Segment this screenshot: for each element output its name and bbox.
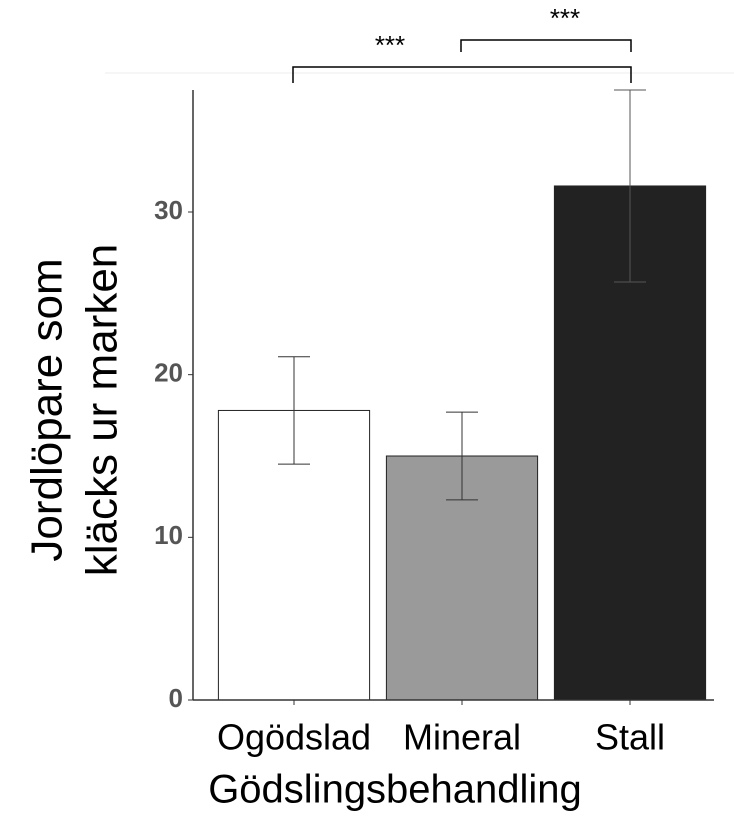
y-tick-label: 10: [154, 520, 183, 550]
significance-label: ***: [550, 3, 580, 33]
x-tick-label: Stall: [595, 717, 665, 758]
x-tick-label: Ogödslad: [217, 717, 371, 758]
y-axis-title: Jordlöpare som: [23, 258, 72, 561]
y-axis-title: kläcks ur marken: [78, 244, 127, 577]
significance-bracket: [292, 66, 632, 83]
significance-label: ***: [375, 30, 405, 60]
y-tick-label: 0: [169, 683, 183, 713]
y-tick-label: 20: [154, 358, 183, 388]
y-tick-label: 30: [154, 195, 183, 225]
x-axis-title: Gödslingsbehandling: [208, 768, 582, 812]
significance-bracket: [460, 39, 632, 52]
x-tick-label: Mineral: [403, 717, 521, 758]
